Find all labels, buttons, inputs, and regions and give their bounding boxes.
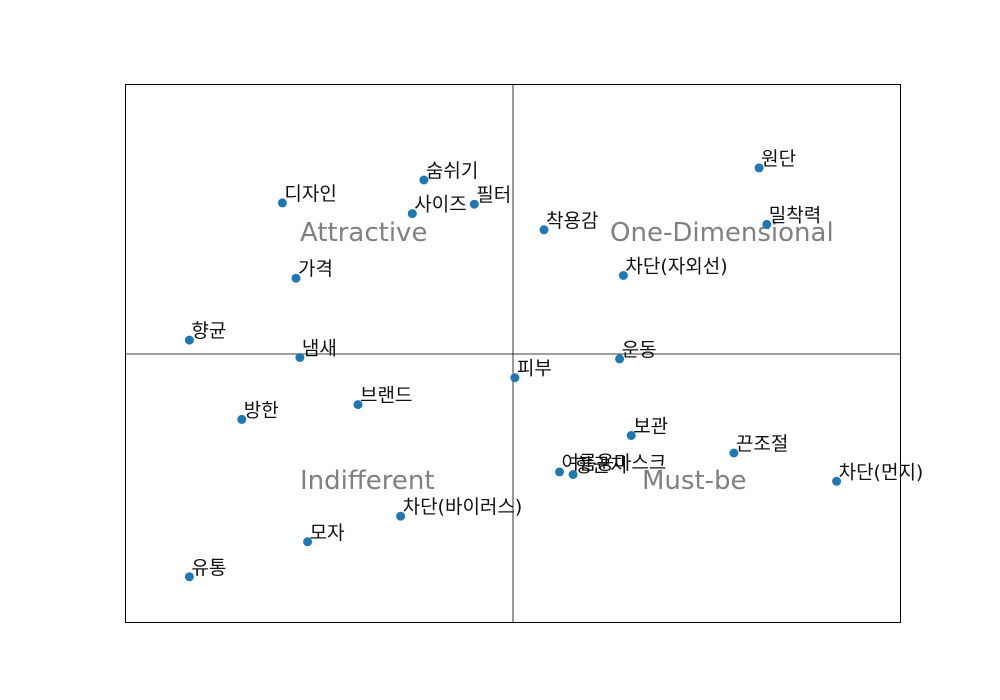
- scatter-point: [510, 373, 520, 383]
- scatter-point: [237, 414, 247, 424]
- point-label: 여름용마스크: [562, 452, 667, 474]
- scatter-point: [555, 467, 564, 477]
- point-label: 끈조절: [736, 433, 788, 455]
- point-label: 밀착력: [769, 204, 821, 226]
- scatter-point: [419, 175, 429, 185]
- point-label: 운동: [622, 339, 657, 361]
- scatter-point: [539, 225, 549, 235]
- scatter-point: [754, 163, 764, 173]
- quadrant-label-attractive: Attractive: [300, 218, 427, 248]
- quadrant-label-one-dimensional: One-Dimensional: [610, 218, 834, 248]
- point-label: 차단(먼지): [839, 461, 924, 483]
- scatter-point: [469, 199, 479, 209]
- scatter-point: [396, 511, 406, 521]
- scatter-point: [729, 448, 739, 458]
- point-label: 모자: [310, 522, 345, 544]
- point-label: 향균: [191, 320, 226, 342]
- scatter-point: [626, 431, 636, 440]
- point-label: 향균지: [575, 455, 627, 477]
- point-label: 디자인: [284, 183, 336, 205]
- point-label: 차단(바이러스): [403, 496, 523, 518]
- scatter-point: [568, 470, 578, 479]
- point-label: 냄새: [302, 338, 337, 360]
- scatter-point: [618, 271, 628, 280]
- scatter-point: [353, 400, 363, 410]
- point-label: 브랜드: [360, 385, 412, 407]
- scatter-point: [303, 537, 313, 547]
- point-label: 원단: [761, 148, 796, 170]
- quadrant-label-must-be: Must-be: [642, 466, 747, 496]
- scatter-point: [615, 354, 625, 364]
- point-label: 가격: [298, 258, 333, 280]
- scatter-point: [184, 335, 194, 345]
- quadrant-label-indifferent: Indifferent: [300, 466, 435, 496]
- scatter-point: [832, 476, 842, 486]
- scatter-point: [762, 219, 772, 229]
- point-label: 차단(자외선): [625, 256, 727, 278]
- scatter-point: [277, 198, 287, 208]
- scatter-point: [291, 273, 301, 283]
- scatter-point: [407, 209, 417, 219]
- point-label: 피부: [517, 358, 552, 380]
- point-label: 필터: [476, 184, 511, 206]
- point-label: 보관: [633, 416, 668, 438]
- point-label: 유통: [191, 557, 226, 579]
- scatter-point: [184, 572, 194, 582]
- point-label: 사이즈: [414, 194, 466, 216]
- point-label: 착용감: [546, 210, 598, 232]
- point-label: 방한: [244, 399, 279, 421]
- scatter-point: [295, 353, 305, 362]
- point-label: 숨쉬기: [426, 160, 478, 182]
